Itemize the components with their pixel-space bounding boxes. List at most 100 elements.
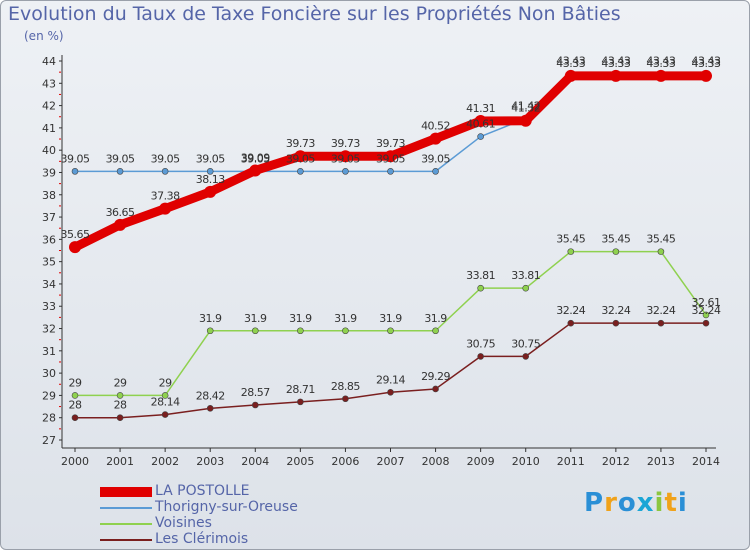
data-point [251, 327, 259, 335]
y-tick-label: 40 [42, 144, 56, 157]
y-tick-label: 37 [42, 211, 56, 224]
data-label: 39.05 [196, 152, 225, 165]
data-point [342, 395, 349, 403]
chart-subtitle: (en %) [24, 29, 64, 43]
data-label: 41.31 [466, 102, 495, 115]
data-label: 39.73 [376, 137, 405, 150]
data-label: 43.43 [556, 55, 585, 68]
x-tick-label: 2004 [241, 455, 269, 468]
data-label: 30.75 [466, 337, 495, 350]
x-tick-label: 2001 [106, 455, 134, 468]
data-label: 39.05 [106, 152, 135, 165]
y-tick-label: 34 [42, 278, 56, 291]
data-point [432, 168, 439, 175]
data-label: 32.24 [556, 304, 585, 317]
data-label: 32.24 [601, 304, 630, 317]
y-tick-label: 38 [42, 189, 56, 202]
data-point [564, 69, 577, 82]
data-label: 35.45 [646, 233, 675, 246]
data-label: 28.71 [286, 383, 315, 396]
x-tick-label: 2005 [286, 455, 314, 468]
legend-swatch [100, 539, 152, 541]
data-point [654, 69, 667, 82]
data-point [161, 411, 169, 418]
data-label: 35.45 [601, 233, 630, 246]
data-point [159, 202, 172, 215]
data-point [387, 388, 394, 396]
data-label: 31.9 [379, 312, 402, 325]
legend-label: Voisines [155, 515, 212, 531]
data-point [432, 385, 439, 393]
data-label: 43.33 [692, 57, 721, 70]
y-tick-label: 44 [42, 55, 56, 68]
y-tick-label: 29 [42, 389, 56, 402]
logo-letter: i [677, 488, 688, 518]
data-point [251, 401, 259, 409]
x-tick-label: 2008 [422, 455, 450, 468]
data-point [71, 414, 79, 422]
data-point [429, 132, 442, 145]
data-label: 31.9 [334, 312, 357, 325]
logo-letter: x [636, 488, 655, 518]
data-label: 39.05 [331, 152, 360, 165]
data-label: 29.29 [421, 370, 450, 383]
data-point [384, 150, 397, 163]
data-label: 35.45 [556, 233, 585, 246]
legend-swatch [100, 523, 152, 525]
data-label: 36.65 [106, 206, 135, 219]
data-point [114, 218, 127, 231]
data-point [297, 398, 304, 406]
data-label: 28 [114, 399, 127, 412]
x-tick-label: 2006 [331, 455, 359, 468]
x-tick-label: 2009 [467, 455, 495, 468]
y-tick-label: 39 [42, 166, 56, 179]
data-label: 32.61 [692, 296, 721, 309]
data-point [161, 168, 169, 175]
y-tick-label: 42 [42, 100, 56, 113]
data-point [116, 168, 124, 175]
data-label: 35.65 [61, 228, 90, 241]
data-label: 39.05 [61, 152, 90, 165]
y-tick-label: 43 [42, 77, 56, 90]
data-label: 39.05 [376, 152, 405, 165]
y-tick-label: 31 [42, 345, 56, 358]
data-label: 31.9 [199, 312, 222, 325]
data-point [249, 164, 262, 177]
data-label: 39.73 [331, 137, 360, 150]
data-point [342, 327, 349, 335]
y-tick-label: 32 [42, 323, 56, 336]
y-tick-label: 28 [42, 412, 56, 425]
data-point [612, 319, 620, 327]
x-tick-label: 2000 [61, 455, 89, 468]
data-point [609, 69, 622, 82]
data-label: 28.42 [196, 389, 225, 402]
data-point [342, 168, 349, 175]
proxiti-logo: Proxiti [584, 488, 688, 518]
data-label: 39.05 [241, 152, 270, 165]
data-label: 32.24 [646, 304, 675, 317]
data-point [206, 405, 214, 412]
data-point [206, 327, 214, 335]
data-point [477, 284, 484, 292]
data-point [522, 284, 530, 292]
data-label: 28.85 [331, 380, 360, 393]
logo-letter: i [654, 488, 665, 518]
data-point [477, 133, 484, 140]
data-label: 30.75 [511, 337, 540, 350]
x-tick-label: 2002 [151, 455, 179, 468]
data-point [206, 168, 214, 175]
data-point [657, 319, 665, 327]
data-point [702, 311, 710, 319]
data-label: 43.33 [601, 57, 630, 70]
y-tick-label: 36 [42, 233, 56, 246]
data-point [700, 69, 712, 82]
data-label: 33.81 [511, 269, 540, 282]
data-point [702, 319, 710, 327]
data-label: 39.73 [286, 137, 315, 150]
data-label: 39.05 [286, 152, 315, 165]
data-point [294, 150, 307, 163]
logo-letter: P [584, 488, 605, 518]
data-label: 31.9 [424, 312, 447, 325]
